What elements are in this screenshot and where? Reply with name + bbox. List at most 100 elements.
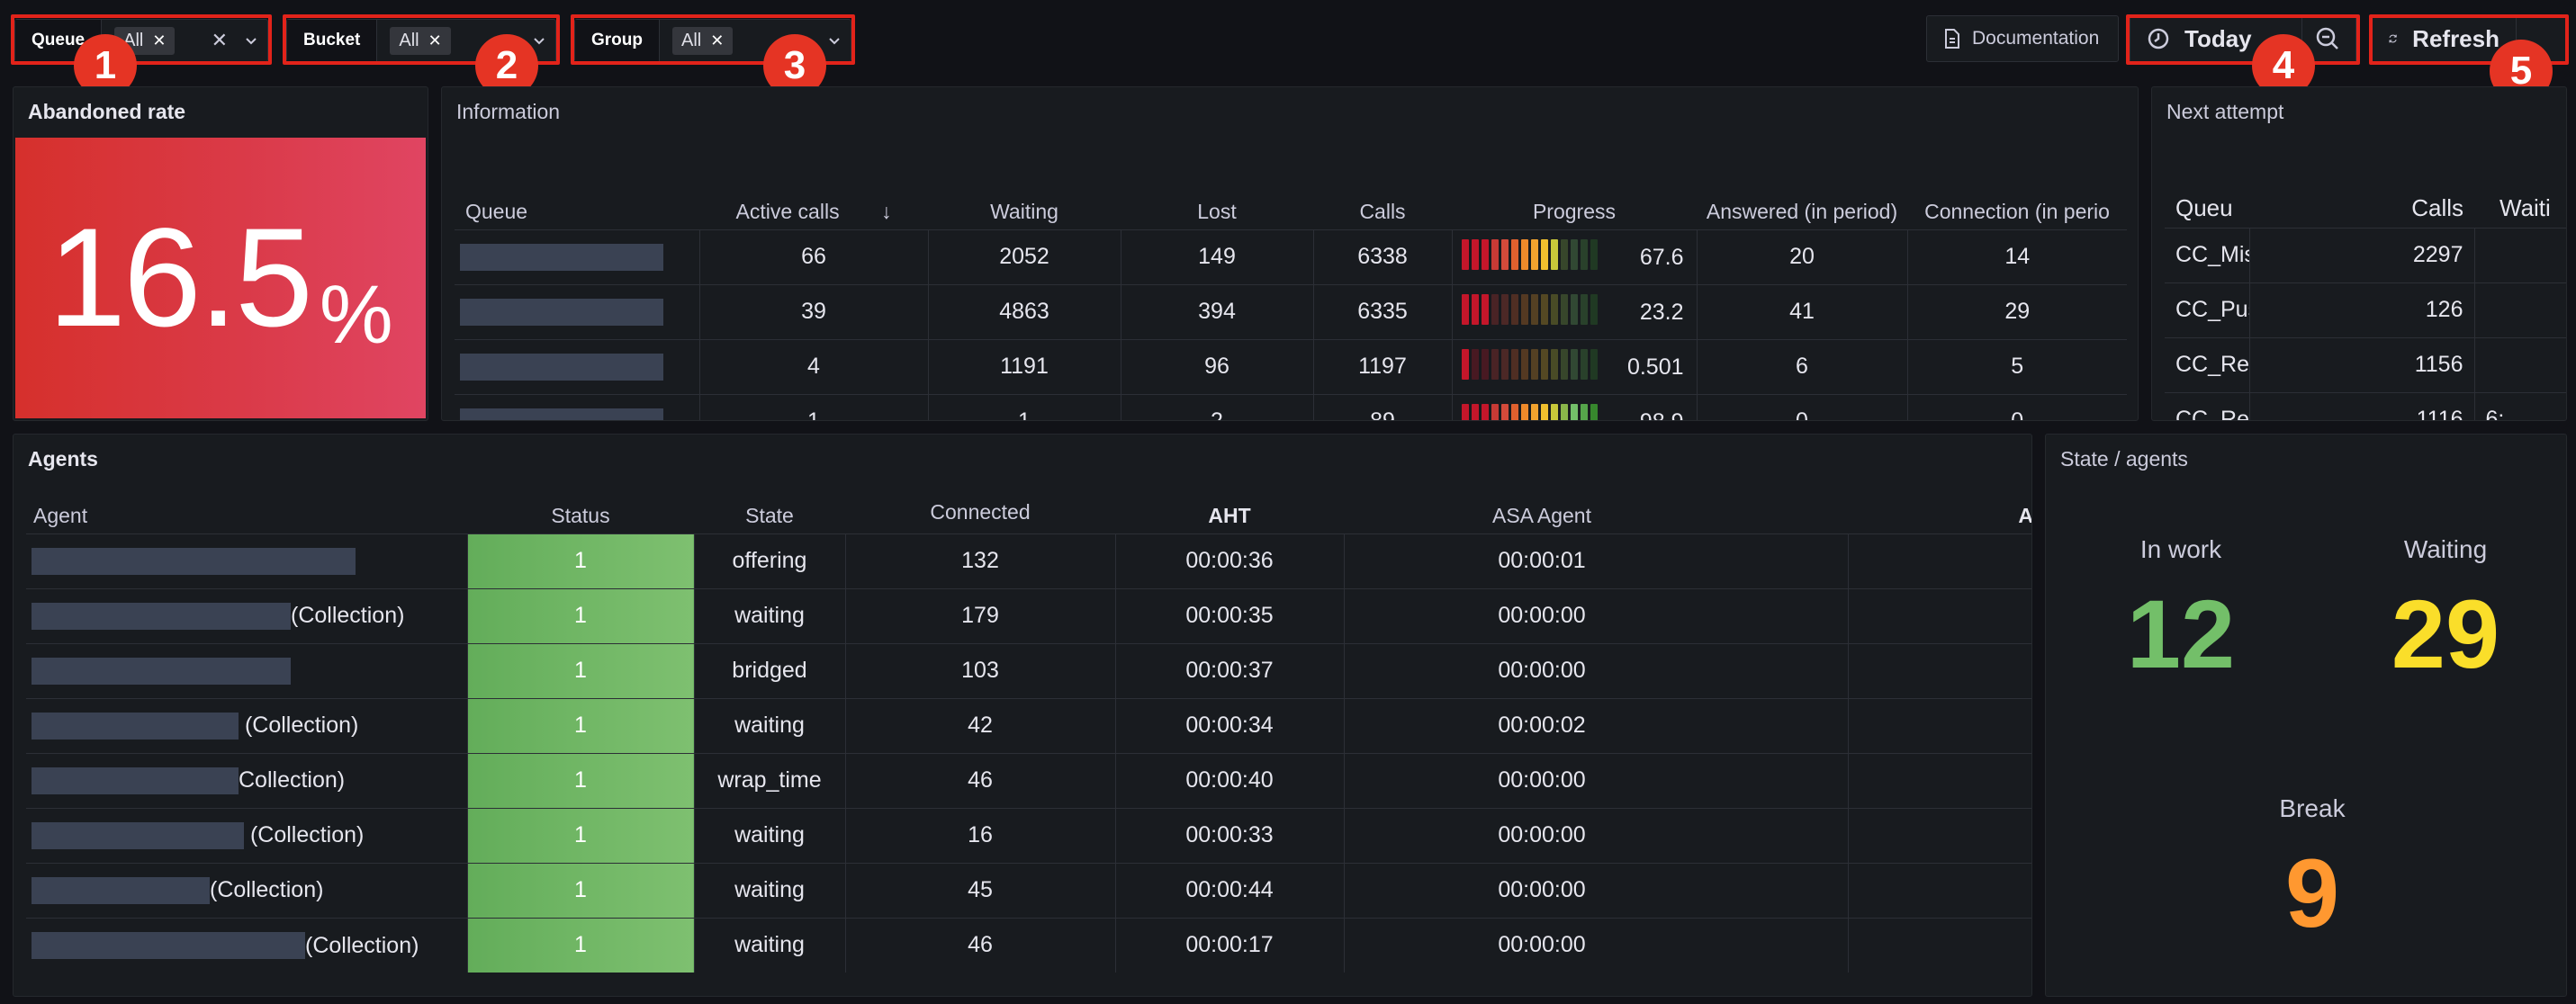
progress-gauge	[1461, 348, 1598, 380]
column-header-status[interactable]: Status	[551, 503, 610, 527]
truncated-cell	[1847, 917, 2031, 973]
progress-cell: 23.2	[1451, 283, 1697, 339]
abandoned-rate-title: Abandoned rate	[28, 100, 186, 123]
column-header-lost[interactable]: Lost	[1197, 199, 1237, 223]
documentation-button[interactable]: Documentation	[1926, 15, 2119, 62]
column-header-truncated[interactable]: A	[2018, 503, 2032, 527]
progress-cell: 98.9	[1451, 393, 1697, 420]
column-header-queue[interactable]: Queue	[465, 199, 528, 223]
chevron-down-icon[interactable]	[244, 33, 258, 48]
waiting-cell: 2052	[927, 229, 1121, 284]
remove-icon[interactable]: ✕	[710, 31, 725, 49]
zoom-out-icon	[2316, 27, 2338, 49]
waiting-cell: 4863	[927, 283, 1121, 339]
column-header-connection[interactable]: Connection (in perio	[1924, 199, 2110, 223]
queue-cell	[455, 393, 699, 420]
aht-cell: 00:00:33	[1114, 807, 1344, 863]
status-cell: 1	[466, 862, 694, 918]
progress-value: 67.6	[1639, 244, 1684, 270]
zoom-out-button[interactable]	[2301, 15, 2353, 62]
waiting-value: 29	[2391, 579, 2500, 688]
next-attempt-panel: Next attempt Queu Calls Waiti CC_Mis 2297…	[2151, 86, 2567, 421]
document-icon	[1945, 29, 1959, 49]
next-attempt-table: Queu Calls Waiti CC_Mis2297CC_Pus126CC_R…	[2165, 183, 2566, 420]
column-header-progress[interactable]: Progress	[1532, 199, 1617, 223]
column-header-waiting[interactable]: Waiti	[2499, 193, 2551, 221]
progress-cell: 67.6	[1451, 229, 1697, 284]
queue-cell: CC_Pus	[2165, 282, 2249, 337]
column-header-asa-agent[interactable]: ASA Agent	[1492, 503, 1591, 527]
connected-cell: 46	[844, 752, 1115, 808]
asa-agent-cell: 00:00:00	[1343, 587, 1848, 643]
progress-gauge	[1461, 403, 1598, 420]
table-row: 39 4863 394 6335 23.2 41 29	[455, 283, 2127, 339]
agent-cell	[26, 533, 467, 588]
active-calls-cell: 1	[698, 393, 928, 420]
truncated-cell	[1847, 807, 2031, 863]
redacted-queue-name	[460, 353, 663, 381]
bucket-value-chip[interactable]: All ✕	[390, 26, 451, 55]
active-calls-cell: 4	[698, 338, 928, 394]
column-header-active-calls[interactable]: Active calls ↓	[735, 199, 892, 223]
truncated-cell	[1847, 587, 2031, 643]
column-header-waiting[interactable]: Waiting	[990, 199, 1058, 223]
waiting-cell: 1191	[927, 338, 1121, 394]
redacted-agent-name	[32, 657, 291, 685]
state-cell: waiting	[693, 917, 845, 973]
agent-cell: (Collection)	[26, 807, 467, 863]
status-cell: 1	[466, 917, 694, 973]
chevron-down-icon[interactable]	[827, 33, 842, 48]
calls-cell: 2297	[2248, 227, 2474, 282]
column-header-agent[interactable]: Agent	[33, 503, 88, 527]
abandoned-rate-value: 16.5	[48, 200, 313, 356]
lost-cell: 149	[1120, 229, 1313, 284]
group-value-chip[interactable]: All ✕	[672, 26, 734, 55]
in-work-value: 12	[2126, 579, 2236, 688]
column-header-answered[interactable]: Answered (in period)	[1706, 199, 1898, 223]
table-row: 4 1191 96 1197 0.501 6 5	[455, 338, 2127, 394]
agent-suffix: (Collection)	[305, 932, 419, 958]
agent-cell: Collection)	[26, 752, 467, 808]
remove-icon[interactable]: ✕	[152, 31, 167, 49]
break-value: 9	[2284, 838, 2340, 947]
remove-icon[interactable]: ✕	[428, 31, 442, 49]
table-row: CC_Mis 2297	[2165, 227, 2566, 282]
connected-cell: 45	[844, 862, 1115, 918]
active-calls-cell: 39	[698, 283, 928, 339]
calls-cell: 6338	[1312, 229, 1452, 284]
information-panel: Information Queue Active calls ↓ Waiting…	[441, 86, 2139, 421]
refresh-label: Refresh	[2412, 24, 2499, 52]
clear-icon[interactable]: ✕	[211, 29, 228, 51]
column-header-state[interactable]: State	[745, 503, 794, 527]
column-header-calls[interactable]: Calls	[1359, 199, 1406, 223]
answered-cell: 41	[1696, 283, 1907, 339]
refresh-interval-dropdown[interactable]	[2516, 15, 2545, 62]
time-range-button[interactable]: Today	[2130, 15, 2301, 62]
time-range-picker[interactable]: Today	[2130, 14, 2356, 63]
refresh-button[interactable]: Refresh	[2372, 15, 2516, 62]
redacted-agent-name	[32, 766, 239, 794]
clock-icon	[2148, 28, 2169, 49]
connected-cell: 103	[844, 642, 1115, 698]
status-cell: 1	[466, 533, 694, 588]
state-agents-panel: State / agents In work 12 Waiting 29 Bre…	[2045, 434, 2567, 997]
connected-cell: 16	[844, 807, 1115, 863]
bucket-value: All	[399, 30, 419, 50]
redacted-agent-name	[32, 712, 239, 740]
agent-suffix: (Collection)	[239, 713, 359, 739]
column-header-aht[interactable]: AHT	[1208, 503, 1251, 527]
column-header-connected[interactable]: Connected	[930, 499, 1031, 524]
state-cell: waiting	[693, 862, 845, 918]
aht-cell: 00:00:44	[1114, 862, 1344, 918]
queue-cell: CC_Ret	[2165, 391, 2249, 420]
column-header-queue[interactable]: Queu	[2175, 193, 2233, 221]
aht-cell: 00:00:40	[1114, 752, 1344, 808]
chevron-down-icon[interactable]	[532, 33, 546, 48]
waiting-cell: 6:	[2473, 391, 2566, 420]
progress-gauge	[1461, 238, 1598, 270]
table-row: (Collection) 1 waiting 45 00:00:44 00:00:00	[26, 862, 2031, 918]
lost-cell: 2	[1120, 393, 1313, 420]
connected-cell: 46	[844, 917, 1115, 973]
answered-cell: 20	[1696, 229, 1907, 284]
column-header-calls[interactable]: Calls	[2411, 193, 2463, 221]
